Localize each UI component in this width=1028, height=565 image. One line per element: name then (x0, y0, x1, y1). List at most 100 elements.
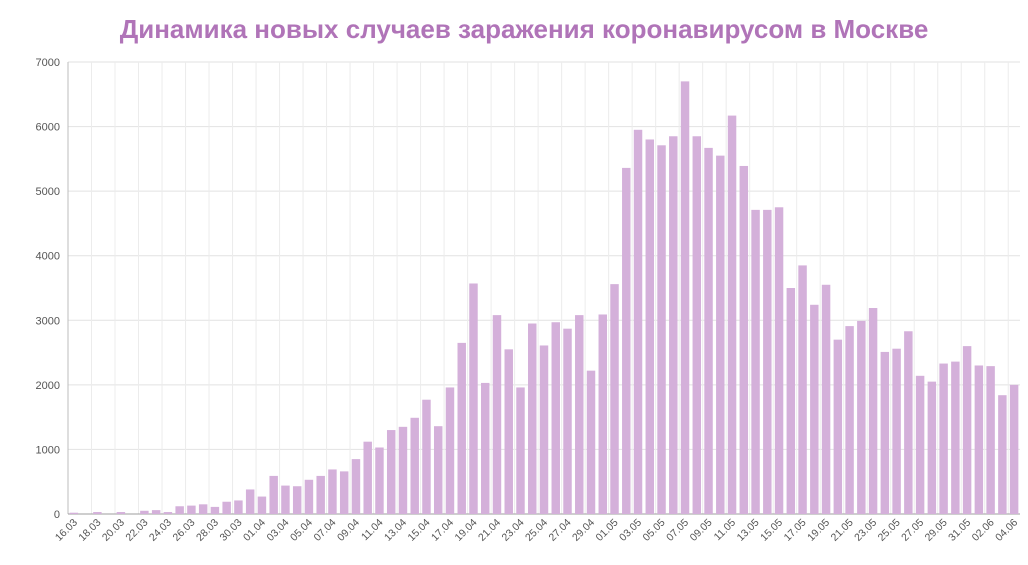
bar-04.06[interactable] (1009, 384, 1019, 514)
bar-26.05[interactable] (904, 331, 913, 514)
bar-06.05[interactable] (669, 136, 678, 514)
bar-07.05[interactable] (680, 81, 690, 514)
bar-15.05[interactable] (774, 207, 784, 515)
bar-14.05[interactable] (763, 209, 772, 514)
bar-13.04[interactable] (398, 426, 408, 514)
bar-25.03[interactable] (175, 506, 184, 514)
x-tick-label: 13.04 (382, 517, 409, 544)
bar-24.05[interactable] (880, 351, 890, 514)
x-tick-label: 05.04 (288, 517, 315, 544)
bar-11.04[interactable] (375, 447, 384, 514)
bar-20.05[interactable] (833, 339, 843, 514)
bar-03.06[interactable] (998, 395, 1007, 514)
bar-04.04[interactable] (292, 486, 302, 514)
bar-01.06[interactable] (974, 365, 984, 514)
bar-20.03[interactable] (116, 512, 126, 514)
bar-26.03[interactable] (187, 505, 196, 514)
x-tick-label: 21.05 (829, 517, 856, 544)
x-tick-label: 03.04 (264, 517, 291, 544)
bar-26.04[interactable] (551, 322, 560, 514)
bar-27.05[interactable] (915, 375, 925, 514)
bar-02.05[interactable] (622, 167, 631, 514)
bar-02.06[interactable] (986, 366, 995, 514)
x-tick-label: 19.04 (453, 517, 480, 544)
bar-16.04[interactable] (433, 426, 443, 514)
bar-20.04[interactable] (481, 382, 490, 514)
bar-23.03[interactable] (151, 510, 161, 514)
y-tick-label: 3000 (36, 315, 60, 327)
bar-30.03[interactable] (234, 500, 243, 514)
bar-19.05[interactable] (821, 284, 831, 514)
x-tick-label: 24.03 (147, 517, 174, 544)
bar-05.04[interactable] (304, 479, 314, 514)
bar-01.04[interactable] (257, 496, 267, 514)
bar-23.05[interactable] (868, 308, 878, 514)
bar-15.04[interactable] (422, 399, 431, 514)
bar-23.04[interactable] (516, 387, 525, 514)
x-tick-label: 09.05 (688, 517, 715, 544)
bar-11.05[interactable] (727, 115, 737, 514)
bar-17.05[interactable] (798, 265, 807, 514)
bar-25.05[interactable] (892, 348, 901, 514)
y-tick-label: 6000 (36, 122, 60, 134)
x-tick-label: 21.04 (476, 517, 503, 544)
bar-03.05[interactable] (633, 129, 643, 515)
bar-21.04[interactable] (492, 315, 502, 514)
x-tick-label: 18.03 (76, 517, 103, 544)
x-tick-label: 30.03 (217, 517, 244, 544)
x-tick-label: 25.05 (876, 517, 903, 544)
bar-10.04[interactable] (363, 441, 372, 514)
bar-30.05[interactable] (951, 361, 960, 514)
x-tick-label: 03.05 (617, 517, 644, 544)
bar-28.03[interactable] (210, 506, 220, 514)
bar-24.04[interactable] (528, 323, 537, 514)
bar-05.05[interactable] (657, 145, 666, 514)
bar-01.05[interactable] (610, 284, 619, 514)
bar-09.05[interactable] (704, 147, 713, 514)
bar-22.05[interactable] (857, 320, 866, 514)
bar-16.05[interactable] (786, 288, 796, 514)
bar-31.03[interactable] (245, 489, 255, 514)
x-tick-label: 20.03 (100, 517, 127, 544)
bar-08.05[interactable] (692, 136, 702, 514)
x-tick-label: 25.04 (523, 517, 550, 544)
bar-16.03[interactable] (69, 512, 79, 514)
x-tick-label: 07.05 (664, 517, 691, 544)
bar-22.04[interactable] (504, 349, 513, 514)
bar-17.04[interactable] (445, 387, 455, 514)
bar-03.04[interactable] (281, 485, 290, 514)
bar-08.04[interactable] (339, 471, 349, 514)
bar-12.05[interactable] (739, 165, 749, 514)
bar-27.04[interactable] (563, 328, 572, 514)
bar-18.04[interactable] (457, 342, 466, 514)
bar-24.03[interactable] (163, 512, 173, 514)
bar-29.04[interactable] (586, 370, 596, 514)
bar-14.04[interactable] (410, 417, 419, 514)
bar-12.04[interactable] (386, 430, 396, 514)
bar-31.05[interactable] (962, 346, 972, 514)
bar-21.05[interactable] (845, 326, 854, 514)
y-tick-label: 0 (54, 509, 60, 521)
bar-19.04[interactable] (469, 283, 478, 514)
bar-29.03[interactable] (222, 501, 231, 514)
bar-22.03[interactable] (140, 510, 149, 514)
y-tick-label: 5000 (36, 186, 60, 198)
bar-02.04[interactable] (269, 475, 278, 514)
bar-29.05[interactable] (939, 363, 948, 514)
bar-10.05[interactable] (716, 155, 725, 514)
bar-09.04[interactable] (351, 459, 361, 514)
bar-06.04[interactable] (316, 475, 325, 514)
x-tick-label: 27.04 (547, 517, 574, 544)
bar-27.03[interactable] (198, 504, 208, 514)
bar-25.04[interactable] (539, 345, 549, 514)
bar-13.05[interactable] (751, 209, 760, 514)
bar-28.04[interactable] (575, 315, 584, 514)
bar-28.05[interactable] (927, 381, 937, 514)
bar-18.05[interactable] (810, 304, 819, 514)
bar-04.05[interactable] (645, 139, 655, 514)
x-tick-label: 22.03 (123, 517, 150, 544)
bar-18.03[interactable] (93, 512, 102, 514)
x-tick-label: 15.04 (406, 517, 433, 544)
bar-07.04[interactable] (328, 469, 337, 514)
bar-30.04[interactable] (598, 314, 607, 514)
